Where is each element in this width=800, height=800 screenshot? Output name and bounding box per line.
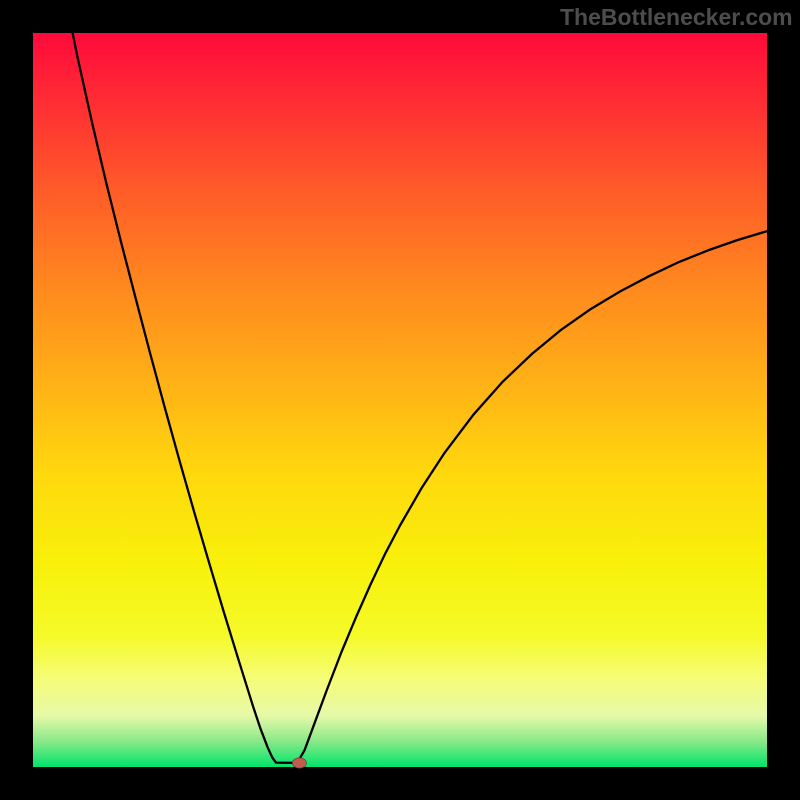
watermark-label: TheBottlenecker.com (560, 4, 793, 31)
bottleneck-curve (70, 18, 767, 763)
optimal-point-marker (292, 758, 306, 768)
chart-svg (0, 0, 800, 800)
chart-root: TheBottlenecker.com (0, 0, 800, 800)
